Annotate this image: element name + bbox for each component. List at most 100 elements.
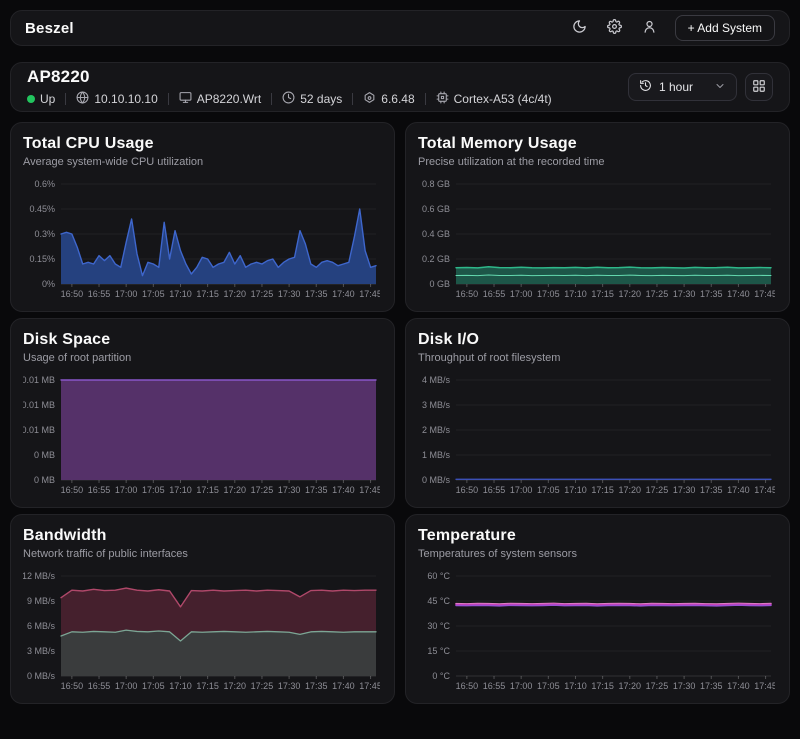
chart-card-disk-io: Disk I/O Throughput of root filesystem 0… — [405, 318, 790, 508]
chart-card-cpu: Total CPU Usage Average system-wide CPU … — [10, 122, 395, 312]
svg-text:17:15: 17:15 — [591, 681, 614, 691]
charts-grid: Total CPU Usage Average system-wide CPU … — [10, 122, 790, 704]
chart-subtitle: Network traffic of public interfaces — [23, 548, 380, 560]
divider — [168, 93, 169, 105]
svg-text:17:35: 17:35 — [305, 681, 328, 691]
svg-text:16:50: 16:50 — [456, 681, 479, 691]
svg-text:17:40: 17:40 — [727, 289, 750, 299]
svg-text:16:50: 16:50 — [61, 485, 84, 495]
svg-text:16:55: 16:55 — [88, 681, 111, 691]
svg-text:17:05: 17:05 — [142, 485, 165, 495]
svg-text:16:50: 16:50 — [61, 681, 84, 691]
chart-card-disk-space: Disk Space Usage of root partition 0 MB 0… — [10, 318, 395, 508]
user-icon — [642, 19, 657, 37]
disk-io-chart[interactable]: 0 MB/s1 MB/s2 MB/s3 MB/s4 MB/s16:5016:55… — [418, 372, 775, 498]
chart-title: Disk I/O — [418, 331, 775, 349]
svg-text:17:40: 17:40 — [332, 485, 355, 495]
settings-icon — [607, 19, 622, 37]
svg-text:17:20: 17:20 — [224, 289, 247, 299]
system-hostname-value: AP8220.Wrt — [197, 92, 261, 106]
svg-text:16:55: 16:55 — [88, 485, 111, 495]
svg-text:16:50: 16:50 — [456, 289, 479, 299]
svg-text:17:35: 17:35 — [305, 485, 328, 495]
svg-text:17:10: 17:10 — [169, 485, 192, 495]
moon-icon — [572, 19, 587, 37]
system-info-bar: AP8220 Up 10.10.10.10 — [10, 62, 790, 112]
grid-layout-icon — [752, 79, 766, 96]
system-hostname: AP8220.Wrt — [179, 91, 261, 107]
version-icon — [363, 91, 376, 107]
chart-subtitle: Temperatures of system sensors — [418, 548, 775, 560]
svg-text:0%: 0% — [42, 279, 55, 289]
svg-text:17:20: 17:20 — [619, 681, 642, 691]
svg-text:17:35: 17:35 — [700, 485, 723, 495]
svg-text:4 MB/s: 4 MB/s — [422, 375, 451, 385]
time-range-select[interactable]: 1 hour — [628, 73, 737, 101]
chart-card-bandwidth: Bandwidth Network traffic of public inte… — [10, 514, 395, 704]
svg-text:17:30: 17:30 — [673, 681, 696, 691]
disk-space-chart[interactable]: 0 MB0 MB0.01 MB0.01 MB0.01 MB16:5016:551… — [23, 372, 380, 498]
svg-text:0.8 GB: 0.8 GB — [422, 179, 450, 189]
bandwidth-chart[interactable]: 0 MB/s3 MB/s6 MB/s9 MB/s12 MB/s16:5016:5… — [23, 568, 380, 694]
cpu-chip-icon — [436, 91, 449, 107]
system-controls: 1 hour — [628, 73, 773, 101]
chart-layout-button[interactable] — [745, 73, 773, 101]
chart-title: Disk Space — [23, 331, 380, 349]
user-menu-button[interactable] — [640, 17, 659, 39]
svg-text:17:45: 17:45 — [359, 485, 380, 495]
svg-text:1 MB/s: 1 MB/s — [422, 450, 451, 460]
add-system-button[interactable]: + Add System — [675, 15, 775, 41]
svg-text:17:35: 17:35 — [700, 681, 723, 691]
svg-text:17:10: 17:10 — [564, 289, 587, 299]
divider — [425, 93, 426, 105]
memory-usage-chart[interactable]: 0 GB0.2 GB0.4 GB0.6 GB0.8 GB16:5016:5517… — [418, 176, 775, 302]
svg-text:0 MB: 0 MB — [34, 450, 55, 460]
svg-text:0.01 MB: 0.01 MB — [23, 375, 55, 385]
svg-text:17:40: 17:40 — [727, 681, 750, 691]
svg-text:0.4 GB: 0.4 GB — [422, 229, 450, 239]
svg-text:17:45: 17:45 — [359, 681, 380, 691]
settings-button[interactable] — [605, 17, 624, 39]
svg-text:17:20: 17:20 — [619, 485, 642, 495]
system-ip-value: 10.10.10.10 — [94, 92, 157, 106]
chart-title: Bandwidth — [23, 527, 380, 545]
svg-text:17:25: 17:25 — [251, 485, 274, 495]
svg-text:30 °C: 30 °C — [427, 621, 450, 631]
svg-text:3 MB/s: 3 MB/s — [422, 400, 451, 410]
svg-text:17:20: 17:20 — [224, 485, 247, 495]
cpu-usage-chart[interactable]: 0%0.15%0.3%0.45%0.6%16:5016:5517:0017:05… — [23, 176, 380, 302]
topbar-actions: + Add System — [570, 15, 775, 41]
svg-text:17:45: 17:45 — [754, 681, 775, 691]
svg-text:17:10: 17:10 — [169, 681, 192, 691]
system-uptime: 52 days — [282, 91, 342, 107]
system-ip: 10.10.10.10 — [76, 91, 157, 107]
svg-text:0 MB: 0 MB — [34, 475, 55, 485]
svg-text:17:30: 17:30 — [673, 485, 696, 495]
svg-text:17:25: 17:25 — [646, 289, 669, 299]
temperature-chart[interactable]: 0 °C15 °C30 °C45 °C60 °C16:5016:5517:001… — [418, 568, 775, 694]
globe-icon — [76, 91, 89, 107]
svg-text:17:05: 17:05 — [537, 485, 560, 495]
svg-text:17:00: 17:00 — [510, 485, 533, 495]
system-summary: AP8220 Up 10.10.10.10 — [27, 67, 552, 107]
chart-subtitle: Usage of root partition — [23, 352, 380, 364]
svg-text:17:05: 17:05 — [142, 681, 165, 691]
page: Beszel + Add System — [0, 0, 800, 739]
svg-text:17:45: 17:45 — [754, 289, 775, 299]
monitor-icon — [179, 91, 192, 107]
svg-text:16:55: 16:55 — [483, 681, 506, 691]
chart-title: Total Memory Usage — [418, 135, 775, 153]
theme-toggle-button[interactable] — [570, 17, 589, 39]
chart-card-memory: Total Memory Usage Precise utilization a… — [405, 122, 790, 312]
svg-text:17:20: 17:20 — [619, 289, 642, 299]
svg-text:0.6%: 0.6% — [34, 179, 55, 189]
svg-text:17:40: 17:40 — [332, 289, 355, 299]
chart-title: Total CPU Usage — [23, 135, 380, 153]
chart-title: Temperature — [418, 527, 775, 545]
status-label: Up — [40, 92, 55, 106]
chart-subtitle: Precise utilization at the recorded time — [418, 156, 775, 168]
divider — [65, 93, 66, 105]
svg-text:17:00: 17:00 — [115, 681, 138, 691]
svg-text:0.2 GB: 0.2 GB — [422, 254, 450, 264]
svg-text:17:25: 17:25 — [646, 681, 669, 691]
